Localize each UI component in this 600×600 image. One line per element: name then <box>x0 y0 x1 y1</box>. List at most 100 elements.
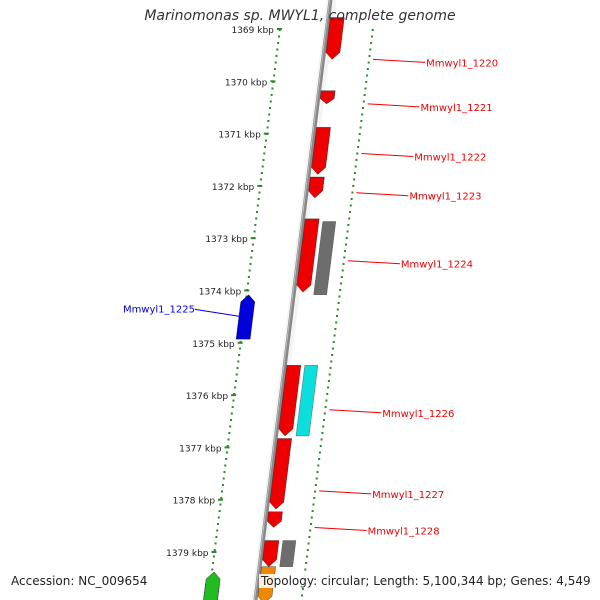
feature-bar-cyan <box>295 365 319 437</box>
ruler-dot-left <box>255 217 258 220</box>
ruler-dot-right <box>331 354 334 356</box>
gene-label: Mmwyl1_1228 <box>368 526 440 537</box>
ruler-dot-left <box>235 373 238 376</box>
ruler-dot-left <box>271 87 274 90</box>
gene-label: Mmwyl1_1225 <box>123 304 195 315</box>
gene-leader-line <box>356 192 409 197</box>
ruler-dot-left <box>230 412 233 415</box>
ruler-dot-right <box>320 438 323 441</box>
ruler-dot-right <box>332 341 335 343</box>
ruler-dot-right <box>339 289 342 291</box>
ruler-dot-left <box>277 35 280 38</box>
ruler-dot-left <box>251 243 254 246</box>
ruler-dot-left <box>225 451 228 454</box>
ruler-dot-right <box>368 55 371 57</box>
genome-backbone <box>251 0 337 600</box>
ruler-dot-left <box>231 406 234 408</box>
ruler-dot-left <box>261 165 264 168</box>
ruler-dot-right <box>346 230 349 233</box>
kbp-tick <box>244 289 250 292</box>
kbp-tick <box>276 28 282 30</box>
kbp-label: 1378 kbp <box>173 497 216 507</box>
ruler-dot-right <box>336 315 338 317</box>
ruler-dot-left <box>226 445 229 447</box>
kbp-label: 1371 kbp <box>218 131 261 141</box>
ruler-dot-right <box>316 471 319 473</box>
ruler-dot-left <box>230 419 232 421</box>
gene-arrow <box>308 176 325 199</box>
ruler-dot-left <box>264 139 267 142</box>
ruler-dot-left <box>219 503 222 506</box>
gene-label: Mmwyl1_1224 <box>401 260 473 271</box>
kbp-tick <box>218 498 224 501</box>
gene-leader-line <box>373 58 426 63</box>
gene-label: Mmwyl1_1227 <box>372 490 444 501</box>
kbp-scale: 1369 kbp 1370 kbp 1371 kbp 1372 kbp 1373 kbp… <box>166 26 282 559</box>
ruler-dot-left <box>276 48 279 51</box>
backbone-highlight <box>254 0 330 600</box>
ruler-dot-left <box>232 399 235 402</box>
ruler-dot-right <box>329 367 332 369</box>
kbp-tick <box>224 446 230 449</box>
ruler-dot-left <box>217 523 219 525</box>
ruler-dot-right <box>306 549 309 551</box>
ruler-dot-left <box>222 477 225 480</box>
ruler-dot-left <box>211 568 214 571</box>
ruler-dot-right <box>353 178 356 181</box>
kbp-label: 1373 kbp <box>205 235 248 245</box>
gene-arrow <box>235 294 255 340</box>
ruler-dot-right <box>335 321 338 324</box>
ruler-dot-right <box>317 464 320 467</box>
ruler-dot-right <box>362 107 364 109</box>
ruler-dot-left <box>254 224 257 226</box>
ruler-dot-right <box>326 393 329 395</box>
ruler-dot-left <box>225 458 228 460</box>
ruler-dot-right <box>312 503 315 506</box>
ruler-dot-left <box>212 562 215 564</box>
ruler-dot-right <box>365 81 368 83</box>
ruler-dot-right <box>354 165 357 168</box>
ruler-dot-right <box>337 302 340 304</box>
ruler-dot-left <box>269 100 272 103</box>
ruler-dot-left <box>233 393 236 395</box>
kbp-tick <box>211 551 217 553</box>
kbp-label: 1374 kbp <box>199 288 242 298</box>
ruler-dot-right <box>304 568 307 571</box>
ruler-dots <box>208 29 374 597</box>
gene-arrow <box>269 438 292 510</box>
ruler-dot-right <box>358 133 361 135</box>
ruler-dot-right <box>344 243 347 246</box>
ruler-dot-left <box>216 529 219 532</box>
map-title: Marinomonas sp. MWYL1, complete genome <box>144 8 456 24</box>
ruler-dot-right <box>340 282 343 285</box>
gene-leader-line <box>314 526 367 531</box>
kbp-tick <box>257 184 263 187</box>
ruler-dot-left <box>220 497 223 499</box>
gene-leader-line <box>194 308 240 317</box>
ruler-dot-right <box>366 68 369 70</box>
gene-arrow <box>203 571 221 600</box>
ruler-dot-right <box>310 523 312 525</box>
ruler-dot-left <box>264 146 267 148</box>
kbp-tick <box>250 237 256 240</box>
ruler-dot-left <box>236 367 239 369</box>
ruler-dot-left <box>262 159 265 161</box>
ruler-dot-left <box>260 178 263 181</box>
ruler-dot-left <box>260 172 263 174</box>
ruler-dot-right <box>305 555 308 558</box>
ruler-dot-right <box>318 451 321 454</box>
ruler-dot-right <box>314 484 317 486</box>
ruler-dot-right <box>341 269 344 272</box>
ruler-dot-right <box>361 113 364 116</box>
gene-arrow <box>267 511 283 528</box>
kbp-label: 1375 kbp <box>192 340 235 350</box>
ruler-dot-left <box>273 68 276 70</box>
accession-text: Accession: NC_009654 <box>9 574 150 588</box>
ruler-dot-left <box>237 360 240 363</box>
ruler-dot-right <box>345 237 348 239</box>
ruler-dot-right <box>343 256 346 259</box>
ruler-dot-right <box>301 588 304 590</box>
ruler-dot-right <box>310 516 313 519</box>
ruler-dot-right <box>371 29 374 31</box>
